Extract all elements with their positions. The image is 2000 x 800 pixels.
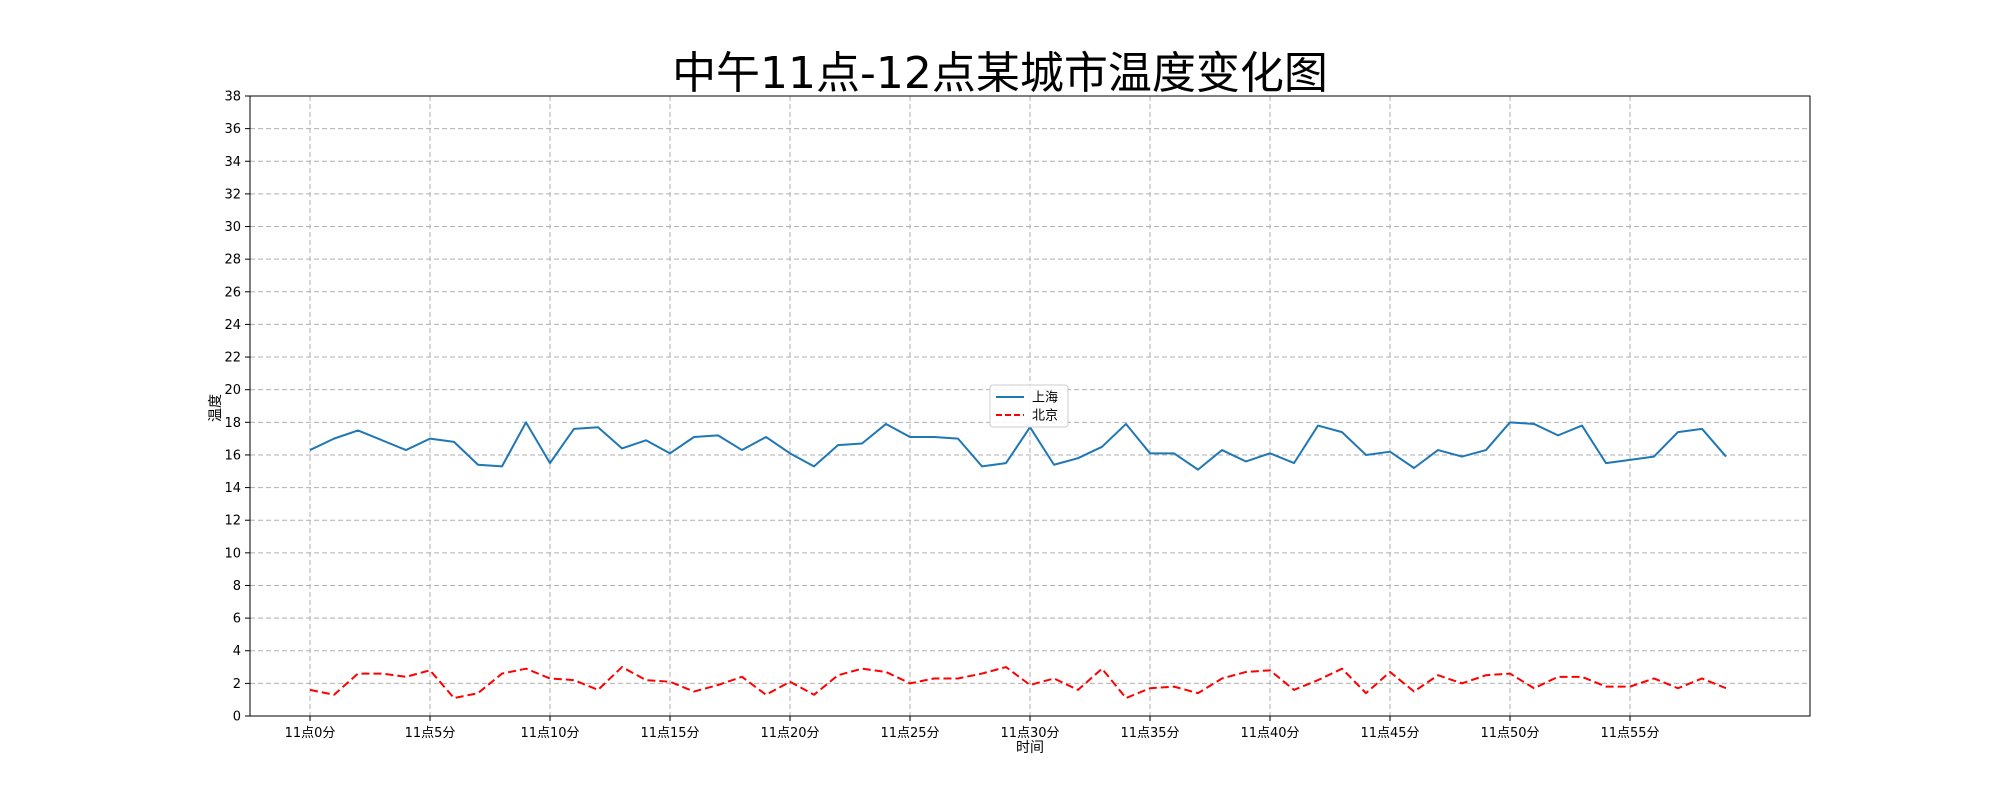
x-tick-label: 11点55分 bbox=[1600, 726, 1659, 741]
x-tick-label: 11点35分 bbox=[1120, 726, 1179, 741]
legend-label-1: 北京 bbox=[1032, 409, 1058, 424]
x-tick-label: 11点50分 bbox=[1480, 726, 1539, 741]
series-layer bbox=[309, 421, 1727, 700]
y-tick-label: 28 bbox=[224, 253, 241, 268]
x-tick-label: 11点5分 bbox=[405, 726, 456, 741]
y-tick-label: 18 bbox=[224, 416, 241, 431]
y-tick-label: 12 bbox=[224, 514, 241, 529]
y-tick-label: 36 bbox=[224, 122, 241, 137]
y-axis-label: 温度 bbox=[208, 394, 224, 422]
y-tick-label: 10 bbox=[224, 546, 241, 561]
y-tick-label: 24 bbox=[224, 318, 241, 333]
y-tick-label: 2 bbox=[233, 677, 241, 692]
x-tick-label: 11点0分 bbox=[285, 726, 336, 741]
y-tick-label: 0 bbox=[233, 710, 241, 725]
x-axis-label: 时间 bbox=[1016, 740, 1044, 756]
legend-label-0: 上海 bbox=[1032, 391, 1058, 406]
chart-title: 中午11点-12点某城市温度变化图 bbox=[672, 48, 1328, 99]
y-tick-label: 6 bbox=[233, 612, 241, 627]
x-tick-label: 11点30分 bbox=[1000, 726, 1059, 741]
x-axis-ticks: 11点0分 11点5分 11点10分 11点15分 11点20分 11点25分 11点30分… bbox=[285, 716, 1660, 741]
x-tick-label: 11点15分 bbox=[640, 726, 699, 741]
y-tick-label: 22 bbox=[224, 351, 241, 366]
x-tick-label: 11点20分 bbox=[760, 726, 819, 741]
x-tick-label: 11点40分 bbox=[1240, 726, 1299, 741]
grid-lines bbox=[250, 96, 1810, 716]
y-tick-label: 16 bbox=[224, 448, 241, 463]
y-tick-label: 34 bbox=[224, 155, 241, 170]
y-tick-label: 30 bbox=[224, 220, 241, 235]
y-tick-label: 26 bbox=[224, 285, 241, 300]
y-tick-label: 14 bbox=[224, 481, 241, 496]
series-line-0 bbox=[309, 421, 1727, 471]
x-tick-label: 11点45分 bbox=[1360, 726, 1419, 741]
y-tick-label: 32 bbox=[224, 187, 241, 202]
y-tick-label: 8 bbox=[233, 579, 241, 594]
series-line-1 bbox=[309, 666, 1727, 700]
y-tick-label: 4 bbox=[233, 644, 241, 659]
legend-box bbox=[989, 384, 1069, 428]
y-tick-label: 20 bbox=[224, 383, 241, 398]
x-tick-label: 11点25分 bbox=[880, 726, 939, 741]
y-tick-label: 38 bbox=[224, 90, 241, 105]
x-tick-label: 11点10分 bbox=[520, 726, 579, 741]
